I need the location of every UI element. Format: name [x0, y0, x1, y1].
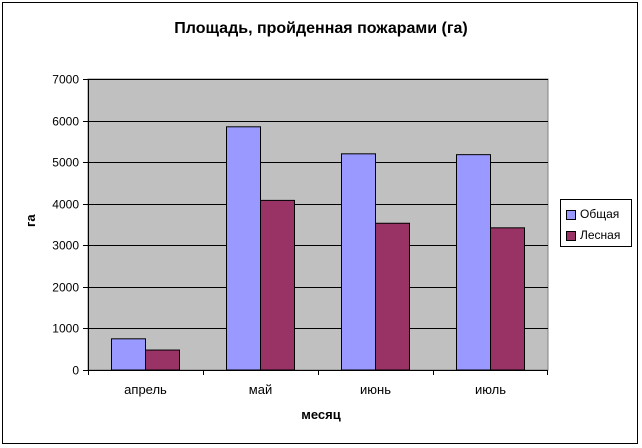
x-tick-label: июль	[475, 382, 506, 397]
bar-total	[341, 153, 376, 371]
y-tick-label: 1000	[52, 322, 79, 336]
y-tick-label: 6000	[52, 115, 79, 129]
chart-title: Площадь, пройденная пожарами (га)	[174, 20, 468, 37]
bar-total	[456, 154, 491, 371]
legend-swatch-total	[566, 210, 576, 220]
y-tick-label: 0	[72, 364, 79, 378]
x-tick-label: апрель	[124, 382, 167, 397]
legend-swatch-forest	[566, 231, 576, 241]
bar-forest	[260, 199, 295, 371]
x-axis-label: месяц	[301, 407, 341, 422]
y-tick-label: 7000	[52, 73, 79, 87]
legend-label-forest: Лесная	[580, 228, 621, 242]
legend-label-total: Общая	[580, 207, 620, 221]
y-tick-label: 4000	[52, 198, 79, 212]
y-tick-label: 3000	[52, 239, 79, 253]
bar-forest	[145, 349, 180, 371]
bar-total	[111, 338, 146, 371]
y-tick-label: 5000	[52, 156, 79, 170]
bar-forest	[375, 222, 410, 371]
x-tick-label: май	[249, 382, 272, 397]
y-tick-label: 2000	[52, 281, 79, 295]
x-tick-label: июнь	[360, 382, 391, 397]
legend: Общая Лесная	[560, 199, 632, 247]
bar-total	[226, 126, 261, 371]
bar-forest	[490, 227, 525, 371]
